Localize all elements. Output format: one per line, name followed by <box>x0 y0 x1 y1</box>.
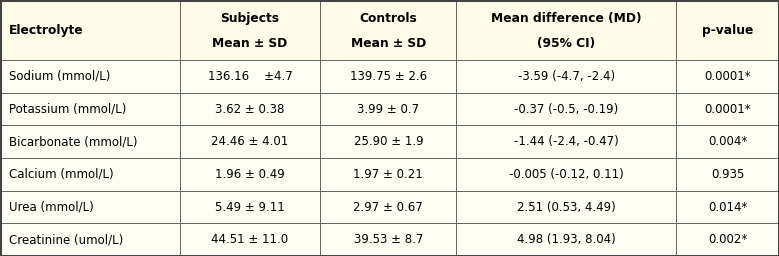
Text: 39.53 ± 8.7: 39.53 ± 8.7 <box>354 233 423 246</box>
Bar <box>180 0 320 60</box>
Text: 0.0001*: 0.0001* <box>704 103 751 116</box>
Bar <box>676 0 779 60</box>
Bar <box>676 223 779 256</box>
Bar <box>0 93 180 125</box>
Text: Mean ± SD: Mean ± SD <box>213 37 287 50</box>
Bar <box>180 158 320 191</box>
Bar <box>180 125 320 158</box>
Bar <box>0 191 180 223</box>
Text: Electrolyte: Electrolyte <box>9 24 84 37</box>
Bar <box>0 60 180 93</box>
Text: 25.90 ± 1.9: 25.90 ± 1.9 <box>354 135 423 148</box>
Bar <box>676 125 779 158</box>
Bar <box>0 158 180 191</box>
Bar <box>320 93 456 125</box>
Bar <box>320 191 456 223</box>
Bar <box>456 191 676 223</box>
Text: 0.0001*: 0.0001* <box>704 70 751 83</box>
Bar <box>180 60 320 93</box>
Text: Urea (mmol/L): Urea (mmol/L) <box>9 200 94 214</box>
Text: 3.62 ± 0.38: 3.62 ± 0.38 <box>215 103 285 116</box>
Text: Controls: Controls <box>359 12 418 25</box>
Text: 4.98 (1.93, 8.04): 4.98 (1.93, 8.04) <box>517 233 615 246</box>
Text: 0.935: 0.935 <box>711 168 744 181</box>
Text: 0.004*: 0.004* <box>708 135 747 148</box>
Text: -1.44 (-2.4, -0.47): -1.44 (-2.4, -0.47) <box>514 135 619 148</box>
Text: Sodium (mmol/L): Sodium (mmol/L) <box>9 70 111 83</box>
Text: 44.51 ± 11.0: 44.51 ± 11.0 <box>211 233 289 246</box>
Bar <box>456 60 676 93</box>
Text: Calcium (mmol/L): Calcium (mmol/L) <box>9 168 114 181</box>
Text: Potassium (mmol/L): Potassium (mmol/L) <box>9 103 127 116</box>
Text: 139.75 ± 2.6: 139.75 ± 2.6 <box>350 70 427 83</box>
Text: 24.46 ± 4.01: 24.46 ± 4.01 <box>211 135 289 148</box>
Text: Mean ± SD: Mean ± SD <box>351 37 426 50</box>
Bar <box>676 93 779 125</box>
Text: p-value: p-value <box>702 24 753 37</box>
Bar <box>180 191 320 223</box>
Bar <box>320 60 456 93</box>
Bar <box>0 223 180 256</box>
Bar <box>456 223 676 256</box>
Bar <box>456 125 676 158</box>
Bar <box>180 223 320 256</box>
Bar <box>320 223 456 256</box>
Text: Creatinine (umol/L): Creatinine (umol/L) <box>9 233 124 246</box>
Bar <box>676 60 779 93</box>
Text: Bicarbonate (mmol/L): Bicarbonate (mmol/L) <box>9 135 138 148</box>
Bar <box>676 191 779 223</box>
Bar <box>456 93 676 125</box>
Text: 3.99 ± 0.7: 3.99 ± 0.7 <box>358 103 419 116</box>
Text: -3.59 (-4.7, -2.4): -3.59 (-4.7, -2.4) <box>518 70 615 83</box>
Bar <box>320 0 456 60</box>
Bar <box>0 0 180 60</box>
Text: 1.96 ± 0.49: 1.96 ± 0.49 <box>215 168 285 181</box>
Text: -0.005 (-0.12, 0.11): -0.005 (-0.12, 0.11) <box>509 168 624 181</box>
Bar <box>456 158 676 191</box>
Text: (95% CI): (95% CI) <box>538 37 595 50</box>
Text: -0.37 (-0.5, -0.19): -0.37 (-0.5, -0.19) <box>514 103 619 116</box>
Bar <box>320 158 456 191</box>
Bar <box>456 0 676 60</box>
Bar <box>180 93 320 125</box>
Text: 2.51 (0.53, 4.49): 2.51 (0.53, 4.49) <box>517 200 615 214</box>
Text: 2.97 ± 0.67: 2.97 ± 0.67 <box>354 200 423 214</box>
Text: 0.002*: 0.002* <box>708 233 747 246</box>
Bar <box>0 125 180 158</box>
Text: 5.49 ± 9.11: 5.49 ± 9.11 <box>215 200 285 214</box>
Text: Subjects: Subjects <box>220 12 280 25</box>
Text: 0.014*: 0.014* <box>708 200 747 214</box>
Text: 136.16    ±4.7: 136.16 ±4.7 <box>208 70 292 83</box>
Text: Mean difference (MD): Mean difference (MD) <box>491 12 642 25</box>
Bar <box>320 125 456 158</box>
Text: 1.97 ± 0.21: 1.97 ± 0.21 <box>354 168 423 181</box>
Bar <box>676 158 779 191</box>
